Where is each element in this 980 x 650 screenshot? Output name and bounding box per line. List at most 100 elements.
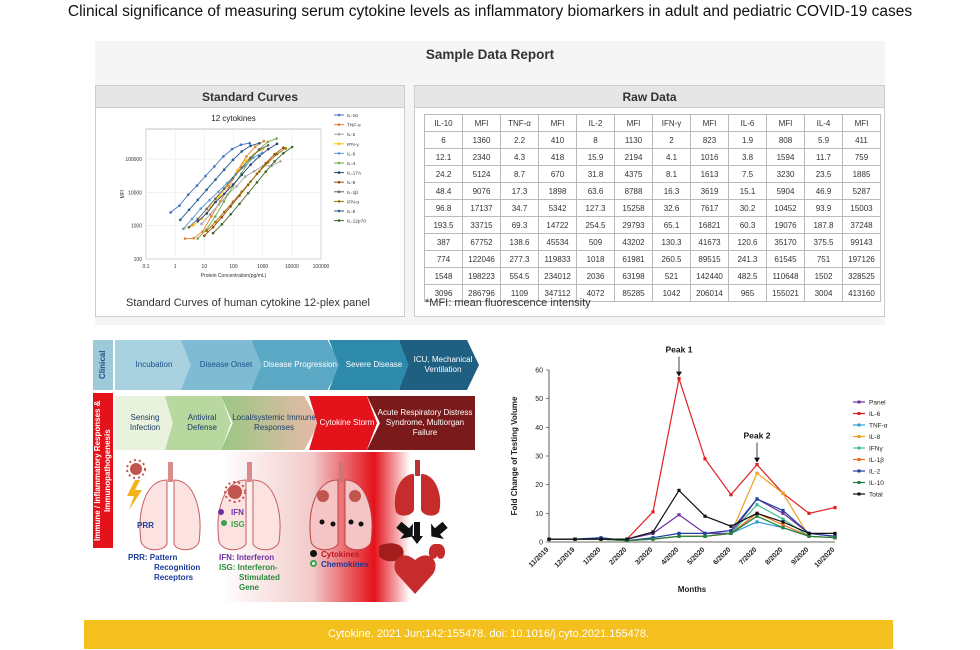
curve-line xyxy=(170,142,250,213)
testing-volume-chart: 0 10 20 30 40 50 60 11/2019 12/2019 1/2020 2/2020 3… xyxy=(510,345,888,594)
curve-point xyxy=(211,225,215,229)
curve-line xyxy=(203,147,284,237)
clinical-course-row: Clinical Course Incubation Disease Onset… xyxy=(93,340,479,390)
curve-point xyxy=(246,191,250,195)
raw-data-row: 774 122046 277.3 119833 1018 61981 260.5 89515 2… xyxy=(424,250,881,268)
curve-point xyxy=(244,175,247,178)
raw-data-cell: 482.5 xyxy=(728,267,767,285)
curve-point xyxy=(240,166,244,170)
series-point xyxy=(677,513,681,517)
legend-label: IL-2 xyxy=(869,469,881,476)
sample-data-report: Sample Data Report Standard Curves 12 cy… xyxy=(95,41,885,325)
y-tick-label: 100000 xyxy=(125,157,142,163)
raw-data-cell: 142440 xyxy=(690,267,729,285)
raw-data-cell: 127.3 xyxy=(576,199,615,217)
series-point xyxy=(677,534,681,538)
raw-data-cell: 5287 xyxy=(842,182,881,200)
x-tick-label: 1 xyxy=(174,264,177,270)
legend-marker xyxy=(857,412,861,415)
curve-point xyxy=(231,176,235,180)
curve-point xyxy=(217,203,221,206)
raw-data-cell: 7.5 xyxy=(728,165,767,183)
raw-data-cell: 43202 xyxy=(614,233,653,251)
stage-ards: Acute Respiratory Distress Syndrome, Mul… xyxy=(367,396,475,450)
series-point xyxy=(729,528,733,533)
raw-data-cell: 1594 xyxy=(766,148,805,166)
curve-point xyxy=(290,145,294,149)
peak-arrowhead xyxy=(754,457,760,463)
legend-marker xyxy=(337,132,341,136)
legend-label: IL-8 xyxy=(869,434,881,441)
raw-data-cell: 32.6 xyxy=(652,199,691,217)
raw-data-cell: 4.3 xyxy=(500,148,539,166)
curve-point xyxy=(205,229,208,233)
raw-data-cell: 155021 xyxy=(766,284,805,302)
raw-data-cell: 3619 xyxy=(690,182,729,200)
cytokines-legend-item: Cytokines xyxy=(310,550,369,560)
x-axis-label: Protein Concentration(pg/mL) xyxy=(201,273,267,279)
raw-data-cell: 1360 xyxy=(462,131,501,149)
legend-marker xyxy=(857,446,861,450)
raw-data-cell: 5904 xyxy=(766,182,805,200)
raw-data-cell: 63198 xyxy=(614,267,653,285)
raw-data-cell: 2036 xyxy=(576,267,615,285)
curve-point xyxy=(253,145,257,149)
raw-data-cell: 15.1 xyxy=(728,182,767,200)
curve-point xyxy=(245,155,248,158)
legend-marker xyxy=(857,481,861,484)
x-tick-label: 3/2020 xyxy=(634,546,654,566)
curve-point xyxy=(200,222,203,226)
x-tick-label: 8/2020 xyxy=(764,546,784,566)
legend-marker xyxy=(337,171,341,174)
series-point xyxy=(755,503,759,507)
raw-data-cell: 14722 xyxy=(538,216,577,234)
raw-data-cell: 4.1 xyxy=(652,148,691,166)
series-point xyxy=(807,534,811,538)
curve-point xyxy=(275,142,279,146)
report-title: Sample Data Report xyxy=(425,47,555,62)
curve-point xyxy=(252,169,256,173)
chemokines-legend-item: Chemokines xyxy=(310,560,369,570)
curve-point xyxy=(248,141,252,145)
curve-point xyxy=(199,207,202,211)
legend-label: TNF-α xyxy=(347,123,361,129)
curve-point xyxy=(217,190,220,194)
ifn-isg-caption: IFN: Interferon ISG: Interferon- Stimula… xyxy=(219,553,280,592)
series-point xyxy=(573,537,577,541)
series-point xyxy=(729,493,733,497)
series-point xyxy=(833,536,837,540)
curve-point xyxy=(222,210,226,214)
ifn-label: IFN xyxy=(231,508,244,517)
raw-data-cell: 46.9 xyxy=(804,182,843,200)
raw-data-cell: 17137 xyxy=(462,199,501,217)
legend-marker xyxy=(337,152,341,155)
raw-data-cell: 418 xyxy=(538,148,577,166)
peak-annotation: Peak 1 xyxy=(666,345,693,355)
raw-data-cell: 1018 xyxy=(576,250,615,268)
legend-label: IL-17A xyxy=(347,171,362,177)
x-tick-label: 11/2019 xyxy=(528,546,551,569)
raw-data-header-cell: MFI xyxy=(766,114,805,132)
curve-point xyxy=(213,165,216,168)
raw-data-cell: 30.2 xyxy=(728,199,767,217)
raw-data-cell: 61545 xyxy=(766,250,805,268)
legend-label: Panel xyxy=(869,400,886,407)
curve-point xyxy=(214,220,217,224)
series-point xyxy=(729,531,733,535)
raw-data-cell: 33715 xyxy=(462,216,501,234)
legend-label: IL-4 xyxy=(347,161,356,167)
raw-data-cell: 554.5 xyxy=(500,267,539,285)
stage-incubation: Incubation xyxy=(115,340,193,390)
stage-cytokine-storm: Cytokine Storm xyxy=(309,396,377,450)
failing-organs-icon xyxy=(379,460,448,594)
raw-data-cell: 17.3 xyxy=(500,182,539,200)
raw-data-cell: 85285 xyxy=(614,284,653,302)
raw-data-cell: 19076 xyxy=(766,216,805,234)
series-point xyxy=(729,524,733,528)
stage-icu: ICU, Mechanical Ventilation xyxy=(399,340,479,390)
raw-data-row: 193.5 33715 69.3 14722 254.5 29793 65.1 16821 60… xyxy=(424,216,881,234)
legend-label: IL-6 xyxy=(869,411,881,418)
peak-annotation: Peak 2 xyxy=(744,431,771,441)
raw-data-cell: 15258 xyxy=(614,199,653,217)
curve-point xyxy=(183,237,187,240)
